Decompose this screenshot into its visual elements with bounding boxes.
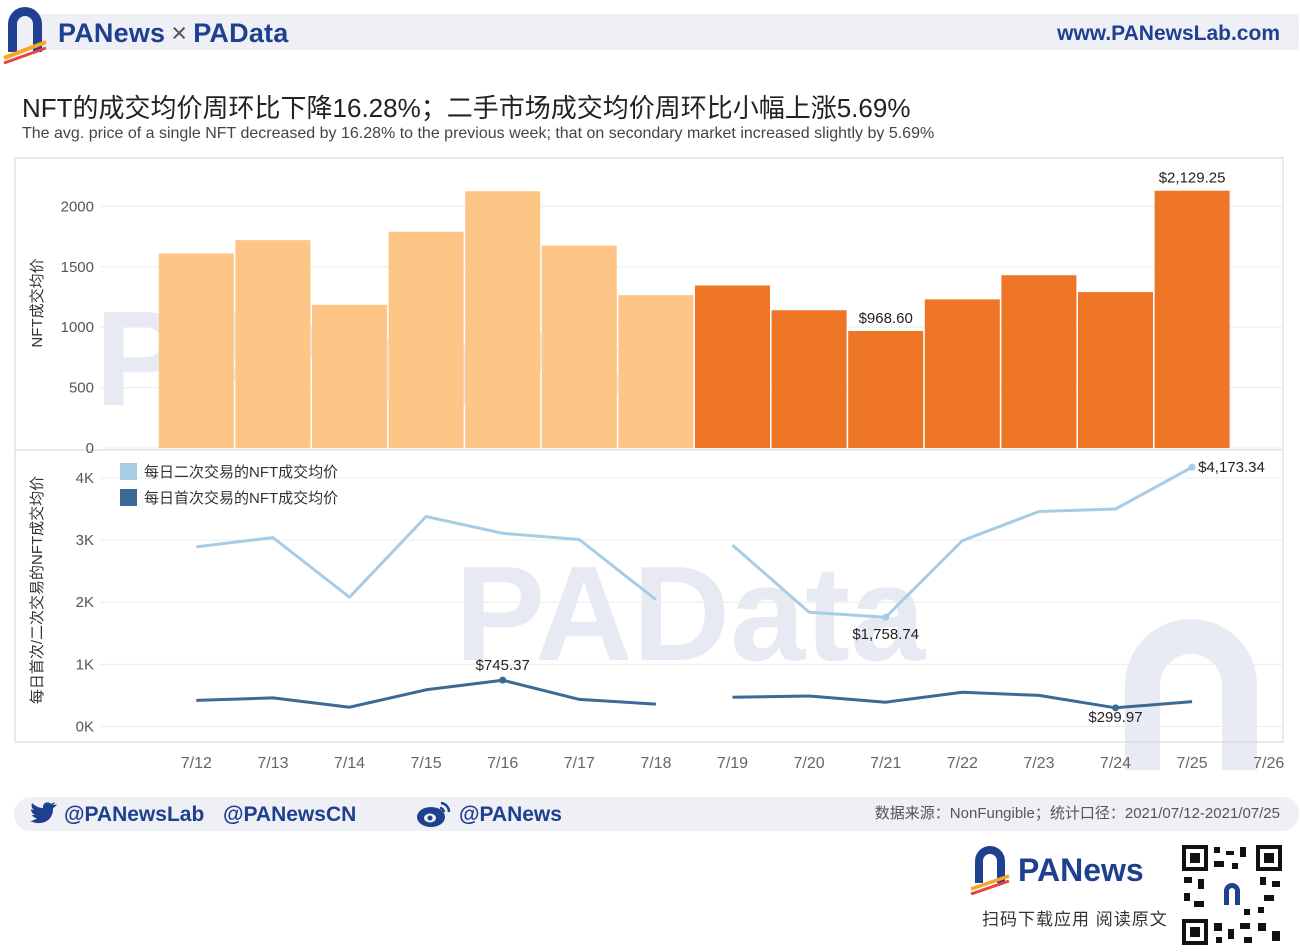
line-series: $1,758.74 $4,173.34 $745.37 $299.97 [196,459,1265,726]
line-segment-secondary [196,515,657,601]
line-gridlines [100,477,1282,727]
bar-y-tick-label: 500 [69,380,94,397]
x-tick-label: 7/18 [640,755,671,772]
x-tick-label: 7/24 [1100,755,1131,772]
legend-label: 每日首次交易的NFT成交均价 [144,489,338,507]
line-point-marker [1112,704,1119,712]
legend-swatch [120,489,137,506]
line-y-axis-label: 每日首次/二次交易的NFT成交均价 [28,476,46,704]
bar-7/15 [388,231,464,448]
twitter-handle-cn[interactable]: @PANewsCN [223,803,357,826]
chart-title: NFT的成交均价周环比下降16.28%；二手市场成交均价周环比小幅上涨5.69% [22,93,911,123]
brand-separator: × [171,18,188,48]
x-tick-label: 7/25 [1177,755,1208,772]
twitter-icon [30,802,57,824]
bar-7/16 [465,191,541,448]
bar-series: $968.60 $2,129.25 [158,170,1230,448]
line-y-tick-label: 3K [76,532,94,549]
brand-panews: PANews [58,18,166,48]
data-source-note: 数据来源：NonFungible；统计口径：2021/07/12-2021/07… [874,805,1280,822]
line-y-axis: 0K 1K 2K 3K 4K 每日首次/二次交易的NFT成交均价 [28,470,94,736]
line-segment-primary [196,678,656,709]
line-data-label: $1,758.74 [852,626,919,643]
line-point-marker [499,676,507,684]
line-point-marker [1188,463,1196,471]
footer-bar [14,797,1299,831]
bar-y-axis-label: NFT成交均价 [28,258,46,347]
x-tick-label: 7/20 [794,755,825,772]
line-data-label: $299.97 [1088,709,1142,726]
bar-7/14 [312,304,387,448]
website-link[interactable]: www.PANewsLab.com [1057,22,1280,45]
bar-y-tick-label: 1000 [61,319,94,336]
x-tick-label: 7/13 [257,755,288,772]
line-data-label: $4,173.34 [1198,459,1265,476]
bar-7/13 [235,240,311,448]
line-y-tick-label: 0K [76,718,94,735]
x-tick-label: 7/26 [1253,755,1284,772]
x-tick-label: 7/12 [181,755,212,772]
footer-logo-text: PANews [1018,852,1144,888]
x-tick-label: 7/22 [947,755,978,772]
x-axis: 7/12 7/13 7/14 7/15 7/16 7/17 7/18 7/19 7/20 7/21… [181,755,1285,772]
bar-7/21 [848,330,924,448]
x-tick-label: 7/21 [870,755,901,772]
bar-y-tick-label: 2000 [61,198,94,215]
bar-7/24 [1078,292,1153,448]
bar-y-tick-label: 1500 [61,259,94,276]
line-y-tick-label: 2K [76,594,94,611]
line-point-marker [882,613,890,621]
bar-7/23 [1001,275,1077,448]
legend-label: 每日二次交易的NFT成交均价 [144,463,338,481]
bar-7/17 [541,245,617,448]
bar-7/19 [695,285,770,448]
x-tick-label: 7/16 [487,755,518,772]
x-tick-label: 7/15 [411,755,442,772]
bar-y-tick-label: 0 [86,440,94,457]
weibo-icon [417,801,451,827]
bar-data-label: $2,129.25 [1159,170,1226,187]
brand-padata: PAData [193,18,289,48]
weibo-handle[interactable]: @PANews [459,803,562,826]
twitter-handle-lab[interactable]: @PANewsLab [64,803,205,826]
line-y-tick-label: 4K [76,470,94,487]
line-data-label: $745.37 [476,657,530,674]
x-tick-label: 7/19 [717,755,748,772]
x-tick-label: 7/23 [1023,755,1054,772]
brand-title: PANews × PAData [58,18,288,49]
bar-7/25 [1154,190,1230,448]
bar-7/22 [924,299,1000,448]
bar-y-axis: 0 500 1000 1500 2000 NFT成交均价 [28,198,94,457]
x-tick-label: 7/14 [334,755,365,772]
x-tick-label: 7/17 [564,755,595,772]
line-y-tick-label: 1K [76,656,94,673]
bar-7/20 [771,310,847,448]
watermark-logo-icon [1125,619,1257,770]
qr-code-icon[interactable] [1180,843,1284,947]
legend-swatch [120,463,137,480]
line-panel-frame [14,449,1284,743]
bar-data-label: $968.60 [859,310,913,327]
chart-subtitle: The avg. price of a single NFT decreased… [22,125,935,142]
panews-footer-logo-icon [970,846,1010,895]
line-segment-secondary [731,465,1193,619]
line-segment-primary [732,690,1193,710]
bar-7/18 [618,295,694,448]
header-bar [14,14,1299,50]
app-slogan: 扫码下载应用 阅读原文 [982,910,1168,929]
panews-logo-icon [3,7,47,64]
bar-7/12 [158,253,234,448]
